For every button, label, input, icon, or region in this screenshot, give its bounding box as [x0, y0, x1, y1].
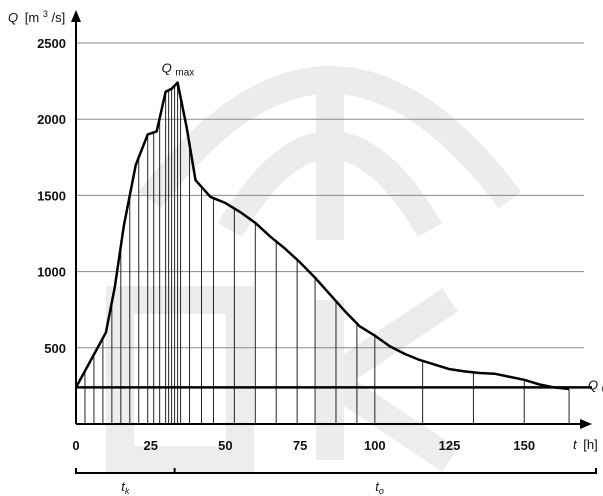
- x-tick-label: 50: [218, 438, 232, 453]
- grid-lines: [76, 42, 584, 349]
- segment-label: to: [375, 479, 384, 496]
- y-tick-label: 2500: [37, 36, 66, 51]
- y-tick-label: 500: [44, 341, 66, 356]
- tick-labels: 500 1000 1500 2000 2500 0 25 50 75 100 125 150: [37, 36, 535, 453]
- segment-label: tk: [121, 479, 130, 496]
- x-tick-label: 125: [439, 438, 461, 453]
- x-tick-label: 150: [513, 438, 535, 453]
- peak-label: Q max: [162, 61, 195, 79]
- baseflow-label: Q 0: [588, 377, 603, 395]
- x-axis-arrow: [580, 419, 592, 429]
- x-tick-label: 75: [293, 438, 307, 453]
- x-tick-label: 100: [364, 438, 386, 453]
- hydrograph-curve: [74, 81, 570, 391]
- y-axis-arrow: [71, 10, 81, 22]
- y-tick-label: 2000: [37, 112, 66, 127]
- time-segments: tk to: [75, 468, 597, 496]
- x-tick-label: 0: [72, 438, 79, 453]
- y-axis-label: Q [m 3 /s]: [8, 5, 65, 25]
- x-tick-label: 25: [143, 438, 157, 453]
- watermark-logo: [106, 66, 522, 474]
- hydrograph-line: [74, 81, 570, 391]
- x-axis-label: t [h]: [573, 437, 598, 452]
- y-tick-label: 1000: [37, 265, 66, 280]
- y-tick-label: 1500: [37, 188, 66, 203]
- axes: [75, 18, 588, 425]
